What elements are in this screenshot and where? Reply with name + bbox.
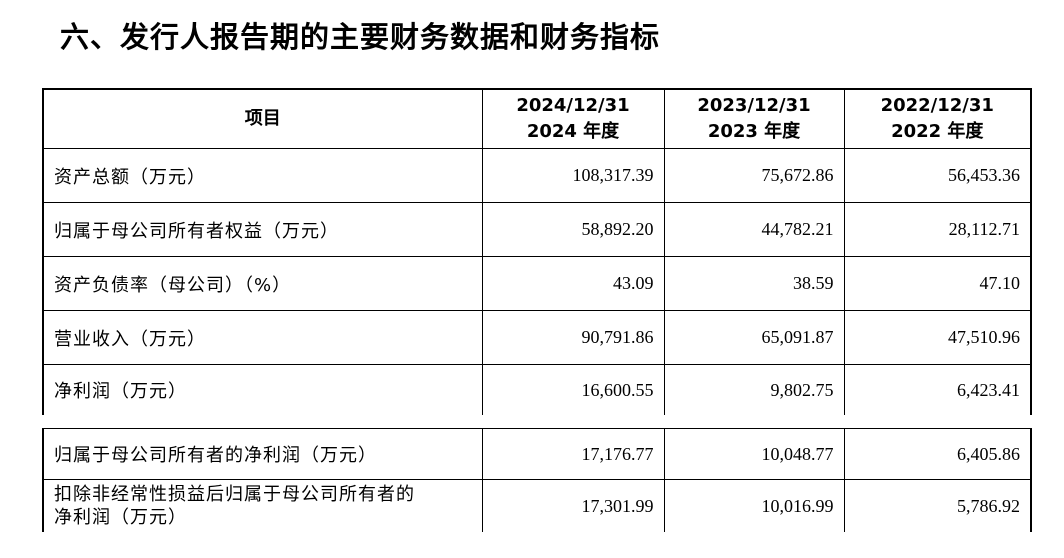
cell-2022: 56,453.36 <box>843 148 1032 203</box>
table-header-row: 项目 2024/12/31 2024 年度 2023/12/31 2023 年度… <box>42 88 1032 149</box>
cell-2023: 38.59 <box>663 256 845 311</box>
cell-2022: 6,423.41 <box>843 364 1032 415</box>
header-2024-year: 2024 年度 <box>526 121 620 142</box>
table-row: 净利润（万元） 16,600.55 9,802.75 6,423.41 <box>42 364 1032 415</box>
financial-table-part-1: 项目 2024/12/31 2024 年度 2023/12/31 2023 年度… <box>42 88 1032 415</box>
cell-2022: 28,112.71 <box>843 202 1032 257</box>
table-row: 资产总额（万元） 108,317.39 75,672.86 56,453.36 <box>42 148 1032 203</box>
cell-2022: 6,405.86 <box>843 428 1032 480</box>
cell-2023: 9,802.75 <box>663 364 845 415</box>
section-title: 六、发行人报告期的主要财务数据和财务指标 <box>60 20 661 54</box>
table-row: 归属于母公司所有者的净利润（万元） 17,176.77 10,048.77 6,… <box>42 428 1032 480</box>
row-label-line-1: 扣除非经常性损益后归属于母公司所有者的 <box>54 484 415 505</box>
cell-2024: 17,301.99 <box>481 479 665 532</box>
row-label: 扣除非经常性损益后归属于母公司所有者的 净利润（万元） <box>42 479 483 532</box>
header-item: 项目 <box>42 88 483 149</box>
row-label: 资产负债率（母公司）（%） <box>42 256 483 311</box>
header-2023-date: 2023/12/31 <box>697 95 811 116</box>
cell-2023: 10,016.99 <box>663 479 845 532</box>
financial-table-part-2: 归属于母公司所有者的净利润（万元） 17,176.77 10,048.77 6,… <box>42 428 1032 532</box>
cell-2023: 75,672.86 <box>663 148 845 203</box>
row-label: 归属于母公司所有者权益（万元） <box>42 202 483 257</box>
row-label: 营业收入（万元） <box>42 310 483 365</box>
header-2023-year: 2023 年度 <box>707 121 801 142</box>
header-2024: 2024/12/31 2024 年度 <box>481 88 665 149</box>
table-row: 营业收入（万元） 90,791.86 65,091.87 47,510.96 <box>42 310 1032 365</box>
row-label: 资产总额（万元） <box>42 148 483 203</box>
cell-2023: 10,048.77 <box>663 428 845 480</box>
header-2023: 2023/12/31 2023 年度 <box>663 88 845 149</box>
cell-2024: 90,791.86 <box>481 310 665 365</box>
table-row: 扣除非经常性损益后归属于母公司所有者的 净利润（万元） 17,301.99 10… <box>42 479 1032 532</box>
cell-2023: 65,091.87 <box>663 310 845 365</box>
cell-2024: 43.09 <box>481 256 665 311</box>
cell-2022: 47.10 <box>843 256 1032 311</box>
header-2022-year: 2022 年度 <box>891 121 984 142</box>
table-row: 归属于母公司所有者权益（万元） 58,892.20 44,782.21 28,1… <box>42 202 1032 257</box>
cell-2024: 108,317.39 <box>481 148 665 203</box>
row-label: 归属于母公司所有者的净利润（万元） <box>42 428 483 480</box>
header-2024-date: 2024/12/31 <box>516 95 630 116</box>
cell-2022: 47,510.96 <box>843 310 1032 365</box>
cell-2024: 17,176.77 <box>481 428 665 480</box>
row-label: 净利润（万元） <box>42 364 483 415</box>
header-2022-date: 2022/12/31 <box>880 95 994 116</box>
row-label-line-2: 净利润（万元） <box>54 507 187 528</box>
table-row: 资产负债率（母公司）（%） 43.09 38.59 47.10 <box>42 256 1032 311</box>
cell-2024: 58,892.20 <box>481 202 665 257</box>
header-2022: 2022/12/31 2022 年度 <box>843 88 1032 149</box>
cell-2024: 16,600.55 <box>481 364 665 415</box>
cell-2023: 44,782.21 <box>663 202 845 257</box>
cell-2022: 5,786.92 <box>843 479 1032 532</box>
